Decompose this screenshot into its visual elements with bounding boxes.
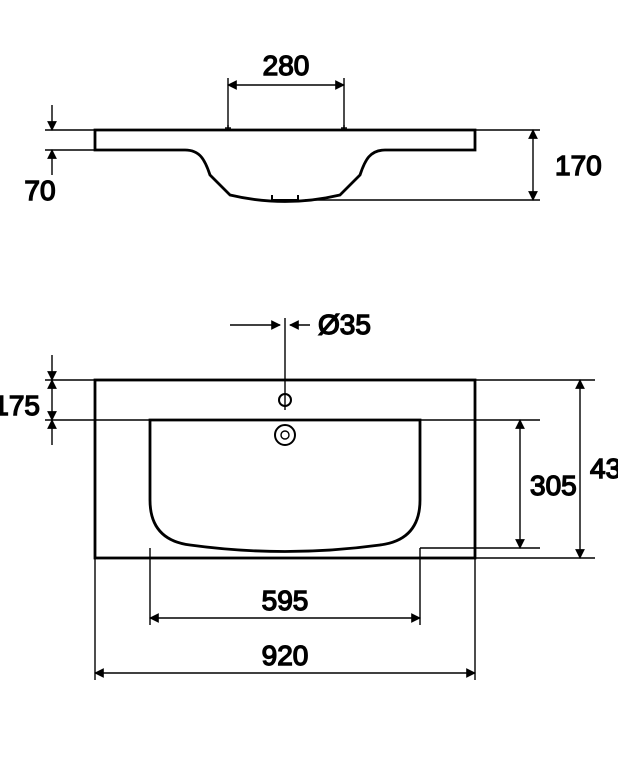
plan-view: Ø35 175 595 920 — [0, 309, 618, 680]
dim-tap-inset: 175 — [0, 355, 150, 445]
bowl-outline — [150, 420, 420, 552]
basin-side-outline — [95, 130, 475, 202]
drain-hole — [275, 425, 295, 445]
dim-hole-spacing: 280 — [228, 50, 344, 128]
dim-total-depth-value: 430 — [590, 453, 618, 484]
dim-total-width: 920 — [95, 558, 475, 680]
dim-tap-dia: Ø35 — [230, 309, 371, 340]
dim-total-width-value: 920 — [262, 640, 309, 671]
dim-bowl-depth-value: 305 — [530, 470, 577, 501]
dim-total-depth: 430 — [475, 380, 618, 558]
dim-bowl-width: 595 — [150, 548, 420, 625]
dim-tap-inset-value: 175 — [0, 390, 40, 421]
dim-bowl-width-value: 595 — [262, 585, 309, 616]
drain-hole-inner — [281, 431, 289, 439]
dim-hole-spacing-value: 280 — [263, 50, 310, 81]
dim-thickness-value: 70 — [24, 175, 55, 206]
technical-drawing: 280 70 170 — [0, 0, 618, 770]
side-elevation: 280 70 170 — [24, 50, 601, 206]
dim-bowl-depth: 305 — [420, 420, 577, 548]
dim-thickness: 70 — [24, 105, 95, 206]
dim-depth-value: 170 — [555, 150, 602, 181]
dim-depth: 170 — [305, 130, 602, 200]
dim-tap-dia-value: Ø35 — [318, 309, 371, 340]
